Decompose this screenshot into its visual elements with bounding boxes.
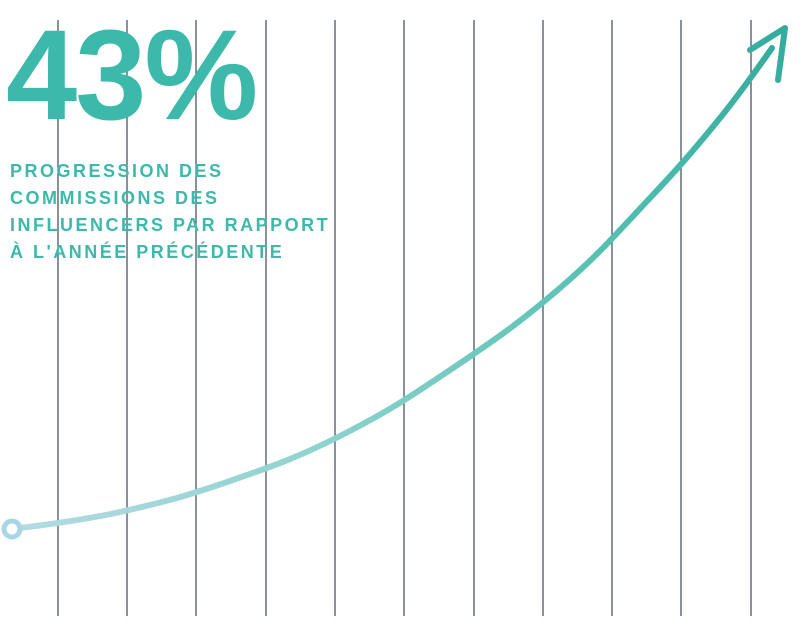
- start-marker-icon: [4, 521, 20, 537]
- stat-description-line: À L'ANNÉE PRÉCÉDENTE: [10, 239, 330, 266]
- stat-description: PROGRESSION DESCOMMISSIONS DESINFLUENCER…: [10, 158, 330, 266]
- stat-description-line: COMMISSIONS DES: [10, 185, 330, 212]
- stat-description-line: PROGRESSION DES: [10, 158, 330, 185]
- headline-stat: 43%: [6, 18, 256, 133]
- infographic-chart: 43% PROGRESSION DESCOMMISSIONS DESINFLUE…: [0, 0, 800, 626]
- stat-description-line: INFLUENCERS PAR RAPPORT: [10, 212, 330, 239]
